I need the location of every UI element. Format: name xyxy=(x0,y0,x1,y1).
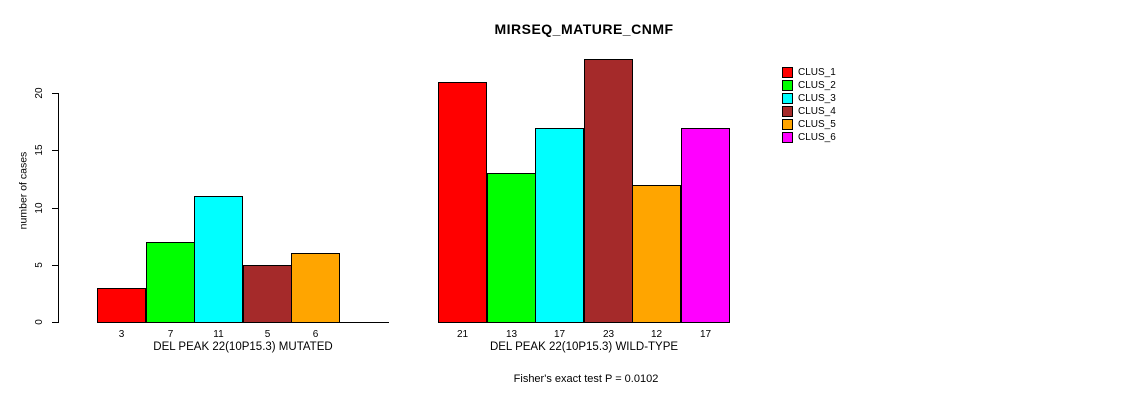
bar-value-label: 17 xyxy=(553,329,566,340)
legend-swatch-icon xyxy=(782,80,793,91)
legend-swatch-icon xyxy=(782,93,793,104)
legend-item-clus_5: CLUS_5 xyxy=(782,118,836,131)
bar-clus_5 xyxy=(632,185,681,323)
legend-item-clus_1: CLUS_1 xyxy=(782,66,836,79)
legend-swatch-icon xyxy=(782,119,793,130)
y-tick-mark xyxy=(52,322,58,323)
legend-label: CLUS_5 xyxy=(798,119,836,130)
y-tick-mark xyxy=(52,150,58,152)
chart-title: MIRSEQ_MATURE_CNMF xyxy=(494,21,674,37)
legend-swatch-icon xyxy=(782,106,793,117)
legend-label: CLUS_1 xyxy=(798,67,836,78)
bar-value-label: 7 xyxy=(167,329,174,340)
bar-clus_6 xyxy=(681,128,730,323)
bar-value-label: 6 xyxy=(312,329,319,340)
y-tick-label: 15 xyxy=(33,144,45,157)
y-tick-mark xyxy=(52,93,58,95)
y-tick-label: 20 xyxy=(33,87,45,99)
bar-value-label: 17 xyxy=(699,329,712,340)
legend-label: CLUS_6 xyxy=(798,132,836,143)
y-axis-line xyxy=(58,93,59,323)
bar-value-label: 13 xyxy=(505,329,518,340)
bar-clus_3 xyxy=(535,128,584,323)
legend-item-clus_4: CLUS_4 xyxy=(782,105,836,118)
bar-value-label: 3 xyxy=(118,329,125,340)
bar-value-label: 11 xyxy=(213,329,224,340)
legend: CLUS_1 CLUS_2 CLUS_3 CLUS_4 CLUS_5 CLUS_6 xyxy=(782,66,836,144)
bar-value-label: 21 xyxy=(456,329,469,340)
bar-clus_4 xyxy=(243,265,292,323)
y-tick-label: 5 xyxy=(33,262,45,268)
bar-clus_3 xyxy=(194,196,243,323)
legend-label: CLUS_4 xyxy=(798,106,836,117)
bar-clus_2 xyxy=(487,173,536,323)
legend-item-clus_6: CLUS_6 xyxy=(782,131,836,144)
bar-clus_1 xyxy=(97,288,146,323)
legend-swatch-icon xyxy=(782,132,793,143)
bar-value-label: 23 xyxy=(602,329,615,340)
y-tick-mark xyxy=(52,264,58,266)
y-tick-mark xyxy=(52,207,58,209)
y-tick-label: 10 xyxy=(33,202,45,214)
legend-label: CLUS_2 xyxy=(798,80,836,91)
bar-clus_4 xyxy=(584,59,633,323)
bar-clus_1 xyxy=(438,82,487,323)
legend-item-clus_2: CLUS_2 xyxy=(782,79,836,92)
legend-swatch-icon xyxy=(782,67,793,78)
y-axis-label: number of cases xyxy=(17,151,30,230)
legend-label: CLUS_3 xyxy=(798,93,836,104)
y-tick-label: 0 xyxy=(33,319,45,325)
bar-clus_5 xyxy=(291,253,340,323)
bar-value-label: 12 xyxy=(650,329,663,340)
x-group-label: DEL PEAK 22(10P15.3) MUTATED xyxy=(153,341,333,353)
x-group-label: DEL PEAK 22(10P15.3) WILD-TYPE xyxy=(489,341,679,353)
bar-value-label: 5 xyxy=(264,329,271,340)
bar-clus_2 xyxy=(146,242,195,323)
fisher-test-annotation: Fisher's exact test P = 0.0102 xyxy=(513,373,659,385)
legend-item-clus_3: CLUS_3 xyxy=(782,92,836,105)
